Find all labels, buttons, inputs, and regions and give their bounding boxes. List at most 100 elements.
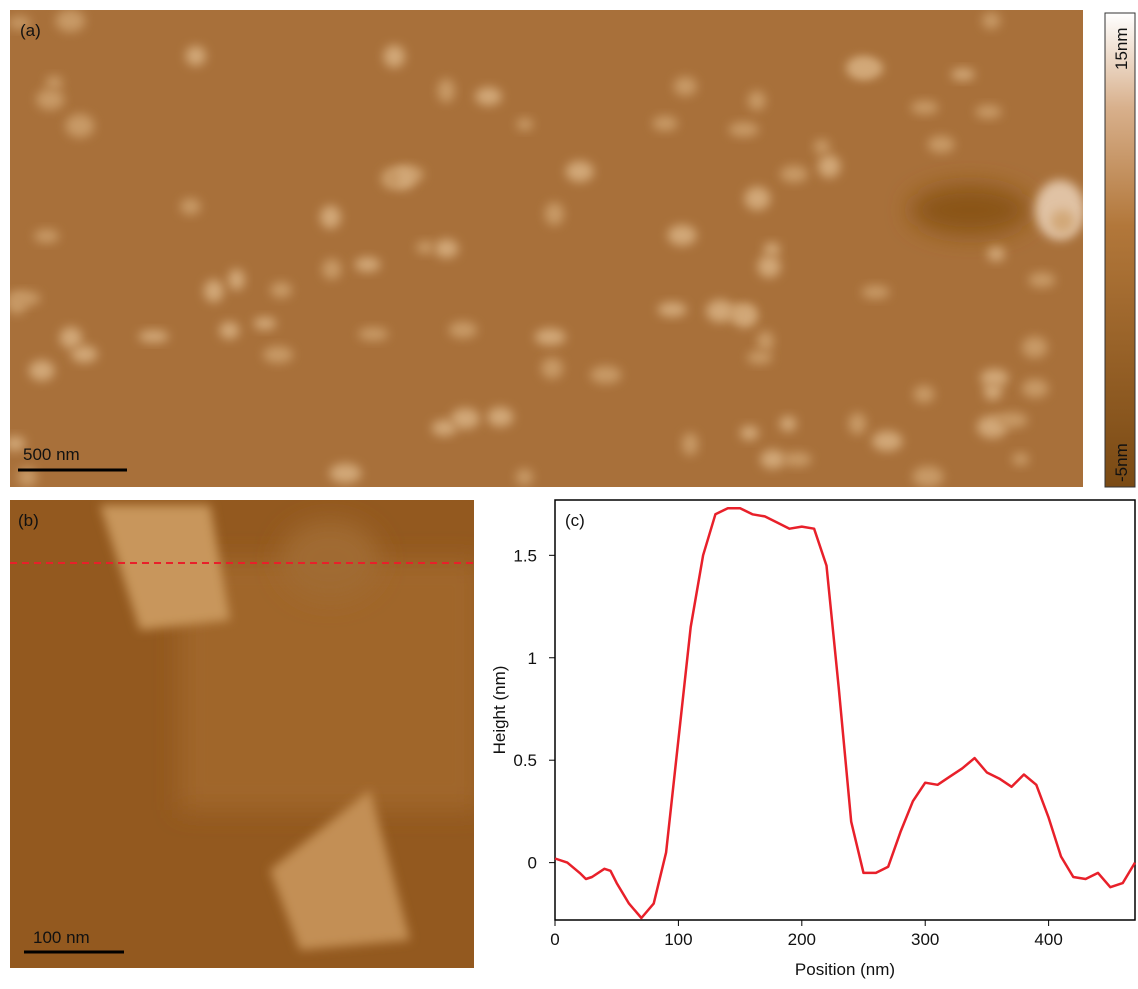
afm-particle (673, 76, 697, 96)
afm-particle (354, 257, 381, 272)
afm-particle (980, 369, 1009, 387)
afm-particle (706, 299, 734, 323)
afm-particle (416, 241, 435, 254)
x-tick-label: 200 (788, 930, 816, 949)
afm-particle (910, 100, 939, 115)
panel-label: (b) (18, 511, 39, 530)
afm-particle (951, 68, 975, 81)
afm-particle (657, 302, 687, 318)
afm-particle (763, 242, 781, 256)
afm-particle (760, 449, 786, 469)
x-tick-label: 300 (911, 930, 939, 949)
line-chart: (c) Position (nm) Height (nm) 0 100 200 300… (490, 499, 1137, 979)
colorbar-max: 15nm (1112, 27, 1131, 70)
y-axis-title: Height (nm) (490, 666, 509, 755)
profile-line (554, 506, 1137, 920)
afm-particle (487, 407, 514, 427)
afm-particle (1050, 209, 1075, 234)
x-tick-label: 400 (1034, 930, 1062, 949)
afm-particle (515, 468, 534, 486)
afm-particle (912, 466, 944, 487)
afm-particle (744, 186, 771, 211)
afm-particle (55, 10, 85, 32)
scale-bar-label: 100 nm (33, 928, 90, 947)
afm-particle (383, 45, 405, 68)
afm-particle (180, 198, 201, 215)
y-tick-label: 1 (528, 649, 537, 668)
afm-particle (71, 345, 98, 363)
afm-particle (780, 165, 808, 183)
afm-particle (320, 205, 341, 229)
afm-particle (783, 452, 812, 467)
afm-particle (10, 16, 31, 30)
colorbar-min: -5nm (1112, 443, 1131, 482)
afm-particle (667, 224, 697, 246)
afm-particle (982, 12, 1001, 29)
afm-particle (138, 330, 169, 343)
afm-particle (65, 114, 95, 138)
afm-particle (270, 281, 292, 298)
x-tick-label: 100 (664, 930, 692, 949)
afm-particle (757, 255, 781, 278)
afm-particle (1021, 379, 1049, 398)
afm-particle (36, 88, 65, 110)
afm-particle (448, 321, 478, 339)
y-tick-label: 0.5 (513, 751, 537, 770)
scale-bar-label: 500 nm (23, 445, 80, 464)
afm-particle (263, 346, 294, 364)
panel-label: (a) (20, 21, 41, 40)
afm-features (10, 10, 1083, 487)
afm-feature (280, 520, 380, 600)
afm-particle (818, 154, 841, 178)
afm-particle (544, 202, 564, 226)
afm-particle (516, 118, 534, 131)
afm-particle (1012, 452, 1030, 466)
afm-particle (329, 463, 362, 484)
afm-particle (913, 385, 935, 403)
afm-particle (681, 432, 699, 456)
afm-particle (871, 431, 903, 452)
afm-particle (848, 412, 867, 435)
afm-particle (534, 328, 566, 346)
afm-feature (270, 790, 410, 950)
afm-particle (253, 316, 277, 330)
afm-particle (652, 115, 678, 131)
afm-particle (927, 135, 955, 154)
afm-particle (728, 122, 759, 137)
x-axis-title: Position (nm) (795, 960, 895, 979)
afm-particle (185, 46, 206, 66)
afm-particle (437, 78, 455, 103)
afm-particle (975, 104, 1002, 119)
afm-particle (219, 321, 240, 340)
afm-feature (100, 505, 230, 630)
afm-particle (10, 436, 26, 451)
afm-particle (34, 229, 60, 243)
afm-particle (861, 285, 890, 299)
afm-particle (987, 246, 1006, 262)
x-tick-label: 0 (550, 930, 559, 949)
afm-particle (565, 160, 594, 183)
afm-particle (740, 425, 759, 441)
afm-particle (380, 168, 401, 189)
afm-image-b (10, 500, 474, 968)
afm-particle (10, 291, 41, 306)
afm-particle (732, 304, 758, 328)
y-tick-label: 1.5 (513, 546, 537, 565)
afm-particle (541, 357, 564, 379)
afm-feature (180, 560, 474, 810)
afm-particle (996, 412, 1028, 428)
afm-particle (1028, 272, 1056, 288)
afm-image-a (10, 10, 1083, 487)
afm-particle (17, 467, 37, 487)
afm-particle (203, 279, 224, 303)
afm-particle (45, 75, 63, 90)
afm-particle (434, 239, 459, 259)
afm-particle (813, 139, 830, 155)
afm-particle (358, 327, 389, 341)
afm-particle (322, 258, 342, 280)
afm-particle (1021, 336, 1048, 359)
afm-particle (431, 419, 457, 437)
afm-particle (756, 330, 774, 352)
afm-particle (590, 365, 622, 384)
